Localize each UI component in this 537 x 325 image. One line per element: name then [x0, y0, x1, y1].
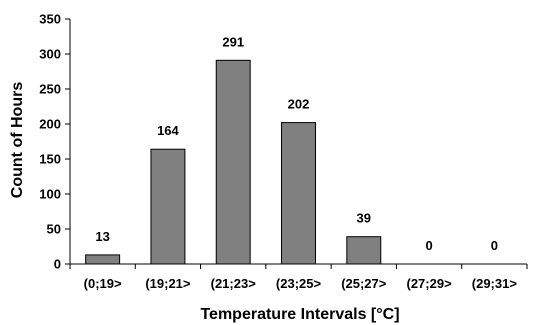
- data-labels: 13 164 291 202 39 0 0: [95, 34, 498, 253]
- x-tick-label: (23;25>: [276, 276, 322, 291]
- y-tick-label: 250: [39, 82, 61, 97]
- bar: [150, 148, 186, 265]
- data-label: 0: [491, 238, 498, 253]
- bar: [281, 122, 316, 265]
- y-tick-label: 0: [54, 257, 61, 272]
- x-tick-label: (21;23>: [211, 276, 257, 291]
- data-label: 164: [157, 123, 179, 138]
- x-axis-title: Temperature Intervals [°C]: [200, 306, 399, 323]
- data-label: 202: [288, 97, 310, 112]
- x-tick-label: (19;21>: [145, 276, 191, 291]
- y-tick-label: 100: [39, 187, 61, 202]
- data-label: 291: [222, 34, 244, 49]
- y-axis: 0 50 100 150 200 250 300 350: [39, 12, 71, 272]
- x-axis: (0;19> (19;21> (21;23> (23;25> (25;27> (27;29…: [69, 263, 528, 291]
- bars: [85, 59, 382, 265]
- bar: [85, 254, 121, 265]
- y-axis-title: Count of Hours: [9, 82, 26, 199]
- y-tick-label: 50: [47, 222, 61, 237]
- y-tick-label: 300: [39, 47, 61, 62]
- x-tick-label: (0;19>: [84, 276, 122, 291]
- data-label: 13: [95, 229, 109, 244]
- data-label: 39: [357, 211, 371, 226]
- x-tick-label: (29;31>: [472, 276, 518, 291]
- data-label: 0: [425, 238, 432, 253]
- x-tick-label: (25;27>: [341, 276, 387, 291]
- x-tick-label: (27;29>: [406, 276, 452, 291]
- y-tick-label: 200: [39, 117, 61, 132]
- bar: [215, 59, 251, 265]
- bar: [346, 236, 382, 265]
- y-tick-label: 350: [39, 12, 61, 27]
- y-tick-label: 150: [39, 152, 61, 167]
